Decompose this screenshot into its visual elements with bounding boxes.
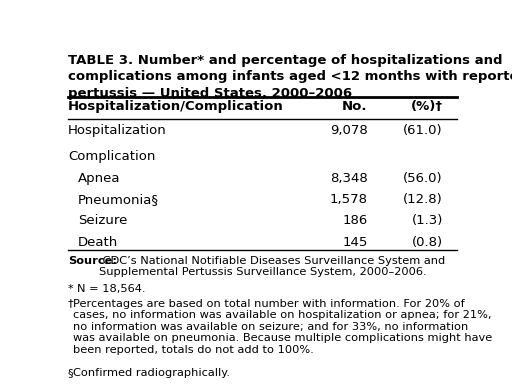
Text: N = 18,564.: N = 18,564. <box>77 284 145 294</box>
Text: (12.8): (12.8) <box>403 193 443 206</box>
Text: Percentages are based on total number with information. For 20% of
cases, no inf: Percentages are based on total number wi… <box>73 299 492 355</box>
Text: Apnea: Apnea <box>78 172 120 185</box>
Text: Complication: Complication <box>68 151 155 164</box>
Text: 145: 145 <box>342 235 368 249</box>
Text: Hospitalization/Complication: Hospitalization/Complication <box>68 100 284 113</box>
Text: †: † <box>68 299 74 308</box>
Text: §: § <box>68 368 74 378</box>
Text: No.: No. <box>342 100 368 113</box>
Text: Death: Death <box>78 235 118 249</box>
Text: 8,348: 8,348 <box>330 172 368 185</box>
Text: (1.3): (1.3) <box>412 214 443 227</box>
Text: CDC’s National Notifiable Diseases Surveillance System and
Supplemental Pertussi: CDC’s National Notifiable Diseases Surve… <box>99 256 445 278</box>
Text: (%)†: (%)† <box>411 100 443 113</box>
Text: (56.0): (56.0) <box>403 172 443 185</box>
Text: 9,078: 9,078 <box>330 124 368 137</box>
Text: *: * <box>68 284 77 294</box>
Text: TABLE 3. Number* and percentage of hospitalizations and
complications among infa: TABLE 3. Number* and percentage of hospi… <box>68 54 512 100</box>
Text: Source:: Source: <box>68 256 117 266</box>
Text: Seizure: Seizure <box>78 214 127 227</box>
Text: (0.8): (0.8) <box>412 235 443 249</box>
Text: (61.0): (61.0) <box>403 124 443 137</box>
Text: Pneumonia§: Pneumonia§ <box>78 193 159 206</box>
Text: 186: 186 <box>343 214 368 227</box>
Text: Confirmed radiographically.: Confirmed radiographically. <box>73 368 229 378</box>
Text: 1,578: 1,578 <box>330 193 368 206</box>
Text: Hospitalization: Hospitalization <box>68 124 167 137</box>
